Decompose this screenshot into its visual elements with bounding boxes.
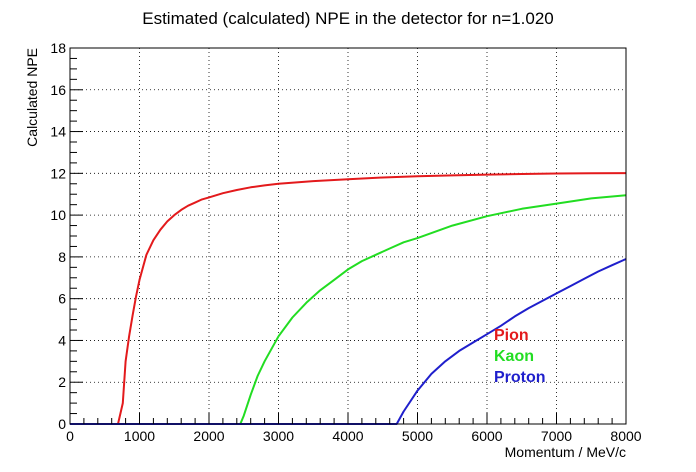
x-tick-label: 7000 bbox=[541, 428, 572, 444]
y-tick-label: 8 bbox=[58, 249, 66, 265]
x-tick-label: 4000 bbox=[332, 428, 363, 444]
legend: Pion Kaon Proton bbox=[494, 327, 546, 386]
x-tick-label: 5000 bbox=[402, 428, 433, 444]
x-tick-label: 2000 bbox=[193, 428, 224, 444]
series-proton-line bbox=[70, 258, 627, 425]
series-kaon-line bbox=[70, 194, 627, 425]
legend-label-kaon: Kaon bbox=[494, 348, 534, 365]
x-tick-label: 0 bbox=[66, 428, 74, 444]
chart-title: Estimated (calculated) NPE in the detect… bbox=[142, 9, 554, 28]
y-tick-label: 16 bbox=[50, 82, 66, 98]
x-tick-label: 3000 bbox=[263, 428, 294, 444]
y-tick-label: 2 bbox=[58, 374, 66, 390]
x-tick-label: 6000 bbox=[471, 428, 502, 444]
series-layer bbox=[70, 172, 627, 425]
y-axis-label: Calculated NPE bbox=[24, 48, 40, 147]
legend-label-proton: Proton bbox=[494, 369, 546, 386]
legend-label-pion: Pion bbox=[494, 327, 529, 344]
grid bbox=[70, 48, 626, 424]
axes: 0 1000 2000 3000 4000 5000 6000 7000 8000 0 2 4 6 8 10… bbox=[50, 40, 641, 444]
y-tick-label: 12 bbox=[50, 165, 66, 181]
y-tick-label: 18 bbox=[50, 40, 66, 56]
x-axis-label: Momentum / MeV/c bbox=[505, 444, 626, 460]
y-tick-label: 10 bbox=[50, 207, 66, 223]
y-tick-label: 0 bbox=[58, 416, 66, 432]
y-tick-label: 14 bbox=[50, 124, 66, 140]
y-tick-label: 6 bbox=[58, 291, 66, 307]
series-pion-line bbox=[70, 172, 627, 425]
y-tick-label: 4 bbox=[58, 332, 66, 348]
x-tick-label: 1000 bbox=[124, 428, 155, 444]
x-tick-label: 8000 bbox=[610, 428, 641, 444]
